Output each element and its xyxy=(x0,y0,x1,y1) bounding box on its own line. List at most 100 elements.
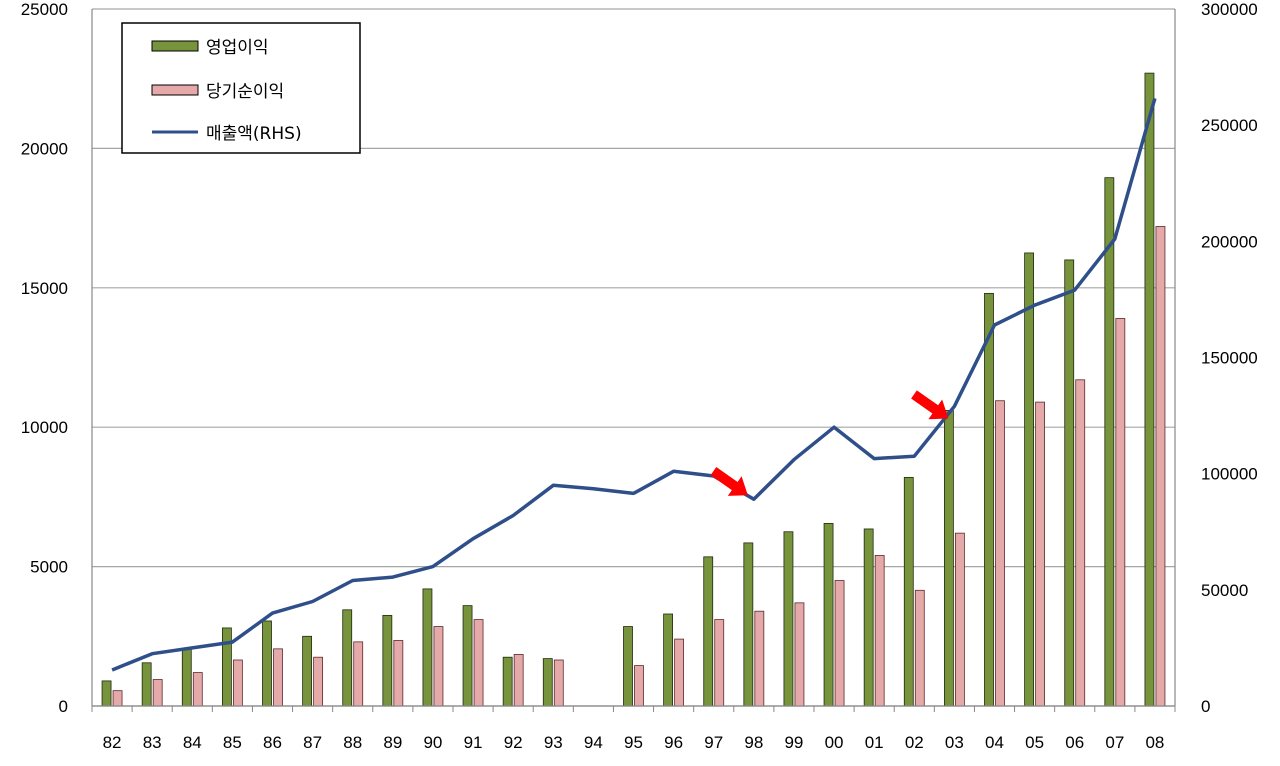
series-net-income-bars xyxy=(112,226,1166,707)
annotation-arrow-98 xyxy=(710,467,748,496)
bar-operating-profit-88 xyxy=(342,609,353,707)
legend-label-operating-profit: 영업이익 xyxy=(206,38,269,58)
bar-operating-profit-83 xyxy=(141,662,152,707)
legend-label-revenue: 매출액(RHS) xyxy=(206,124,302,144)
legend-swatch-operating-profit xyxy=(151,40,199,52)
x-tick-label: 97 xyxy=(704,733,723,752)
x-tick-label: 83 xyxy=(143,733,162,752)
annotation-arrow-03 xyxy=(911,390,949,420)
bar-net-income-00 xyxy=(834,580,845,707)
left-tick-label: 0 xyxy=(59,697,68,716)
x-tick-label: 99 xyxy=(784,733,803,752)
bar-net-income-82 xyxy=(112,690,123,707)
bar-net-income-93 xyxy=(553,659,564,707)
bar-operating-profit-82 xyxy=(101,680,112,707)
x-tick-label: 85 xyxy=(223,733,242,752)
bar-operating-profit-89 xyxy=(382,614,393,707)
left-axis-ticks: 0 5000 10000 15000 20000 25000 xyxy=(21,0,68,716)
right-tick-label: 50000 xyxy=(1201,581,1248,600)
bar-net-income-07 xyxy=(1115,318,1126,707)
x-tick-label: 04 xyxy=(985,733,1004,752)
right-tick-label: 0 xyxy=(1201,697,1210,716)
x-tick-label: 89 xyxy=(383,733,402,752)
x-tick-label: 06 xyxy=(1065,733,1084,752)
bar-net-income-06 xyxy=(1075,379,1086,707)
x-tick-label: 91 xyxy=(464,733,483,752)
x-tick-label: 90 xyxy=(423,733,442,752)
x-tick-label: 87 xyxy=(303,733,322,752)
bar-operating-profit-08 xyxy=(1144,72,1155,707)
bar-operating-profit-95 xyxy=(623,626,633,707)
bar-operating-profit-01 xyxy=(863,528,874,707)
x-tick-label: 00 xyxy=(825,733,844,752)
right-tick-label: 100000 xyxy=(1201,465,1258,484)
bar-operating-profit-04 xyxy=(984,292,994,707)
annotations xyxy=(710,390,949,496)
x-tick-label: 86 xyxy=(263,733,282,752)
legend-label-net-income: 당기순이익 xyxy=(206,82,284,102)
legend-swatch-net-income xyxy=(151,84,199,96)
left-tick-label: 25000 xyxy=(21,0,68,19)
line-revenue xyxy=(111,97,1157,672)
bar-operating-profit-05 xyxy=(1024,252,1035,707)
bar-net-income-90 xyxy=(433,626,444,707)
bar-operating-profit-07 xyxy=(1104,177,1115,707)
series-revenue-line-group xyxy=(111,97,1157,672)
bar-operating-profit-00 xyxy=(823,522,834,707)
bar-net-income-85 xyxy=(232,659,243,707)
bar-net-income-04 xyxy=(995,400,1005,707)
x-tick-label: 03 xyxy=(945,733,964,752)
bar-net-income-84 xyxy=(192,672,203,707)
bar-operating-profit-98 xyxy=(743,542,754,707)
bar-operating-profit-87 xyxy=(302,635,313,707)
bar-operating-profit-85 xyxy=(221,627,232,707)
right-tick-label: 150000 xyxy=(1201,349,1258,368)
left-tick-label: 10000 xyxy=(21,418,68,437)
axes xyxy=(91,9,1176,712)
bar-net-income-83 xyxy=(152,679,163,707)
bar-net-income-91 xyxy=(473,619,484,707)
bar-net-income-08 xyxy=(1155,226,1166,707)
bar-net-income-05 xyxy=(1035,401,1046,707)
bar-net-income-96 xyxy=(674,638,685,707)
bar-operating-profit-84 xyxy=(181,648,192,707)
x-axis-ticks: 82 83 84 85 86 87 88 89 90 91 92 93 94 95 96 97 98 99 00 01… xyxy=(103,733,1165,752)
bar-net-income-89 xyxy=(393,640,404,707)
x-tick-label: 93 xyxy=(544,733,563,752)
bar-net-income-98 xyxy=(754,610,765,707)
right-tick-label: 200000 xyxy=(1201,232,1258,251)
x-tick-label: 82 xyxy=(103,733,122,752)
x-tick-label: 92 xyxy=(504,733,523,752)
left-tick-label: 20000 xyxy=(21,139,68,158)
left-tick-label: 15000 xyxy=(21,279,68,298)
bar-net-income-92 xyxy=(513,654,524,707)
x-tick-label: 88 xyxy=(343,733,362,752)
right-axis-ticks: 0 50000 100000 150000 200000 250000 300000 xyxy=(1201,0,1258,716)
bar-operating-profit-93 xyxy=(542,658,553,707)
series-operating-profit-bars xyxy=(101,72,1155,707)
x-tick-label: 05 xyxy=(1025,733,1044,752)
bar-net-income-01 xyxy=(874,555,885,707)
x-tick-label: 94 xyxy=(584,733,603,752)
bar-net-income-86 xyxy=(273,648,283,707)
bar-operating-profit-92 xyxy=(502,656,513,707)
bar-operating-profit-02 xyxy=(903,476,914,707)
x-tick-label: 02 xyxy=(905,733,924,752)
bar-operating-profit-90 xyxy=(422,588,433,707)
bar-net-income-02 xyxy=(914,589,925,707)
x-tick-label: 95 xyxy=(624,733,643,752)
bar-operating-profit-91 xyxy=(462,605,473,707)
bar-net-income-95 xyxy=(634,665,644,707)
legend: 영업이익 당기순이익 매출액(RHS) xyxy=(121,22,361,154)
right-tick-label: 250000 xyxy=(1201,116,1258,135)
x-tick-label: 01 xyxy=(865,733,884,752)
bar-operating-profit-99 xyxy=(783,531,794,707)
bar-operating-profit-03 xyxy=(943,410,954,707)
bar-net-income-87 xyxy=(313,656,324,707)
bar-net-income-99 xyxy=(794,602,805,707)
bar-operating-profit-97 xyxy=(703,556,714,707)
left-tick-label: 5000 xyxy=(30,558,68,577)
bar-operating-profit-86 xyxy=(262,620,272,707)
x-tick-label: 98 xyxy=(744,733,763,752)
